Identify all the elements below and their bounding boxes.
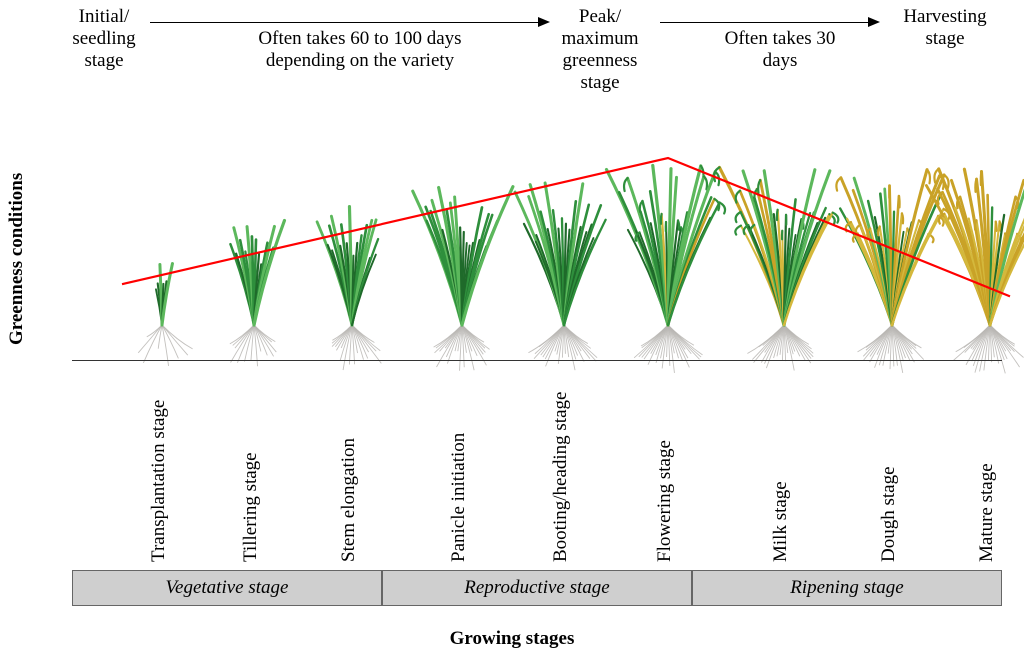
plant-baseline bbox=[72, 360, 1002, 361]
timeline-arrow-1-head bbox=[538, 17, 550, 27]
label-harvest-stage: Harvestingstage bbox=[895, 6, 995, 50]
y-axis-label: Greenness conditions bbox=[6, 173, 28, 345]
timeline-arrow-2-head bbox=[868, 17, 880, 27]
label-duration-1: Often takes 60 to 100 daysdepending on t… bbox=[238, 28, 482, 72]
figure-canvas: Greenness conditions Initial/seedlingsta… bbox=[0, 0, 1024, 664]
x-axis-label: Growing stages bbox=[0, 628, 1024, 650]
sub-stage-label: Flowering stage bbox=[654, 440, 676, 562]
label-peak-stage: Peak/maximumgreennessstage bbox=[555, 6, 646, 93]
phase-bar: Vegetative stage Reproductive stage Ripe… bbox=[72, 570, 1002, 606]
sub-stage-label: Stem elongation bbox=[338, 438, 360, 562]
sub-stage-label: Booting/heading stage bbox=[550, 392, 572, 562]
plant-row bbox=[72, 155, 1002, 350]
sub-stage-label: Tillering stage bbox=[240, 452, 262, 562]
plants-illustration bbox=[72, 130, 1002, 375]
label-initial-stage: Initial/seedlingstage bbox=[63, 6, 145, 72]
timeline-arrow-1 bbox=[150, 22, 538, 23]
label-duration-2: Often takes 30days bbox=[712, 28, 848, 72]
sub-stage-label: Mature stage bbox=[976, 463, 998, 562]
phase-vegetative: Vegetative stage bbox=[72, 570, 382, 606]
sub-stage-labels: Transplantation stage Tillering stage Stem… bbox=[72, 372, 1002, 562]
phase-reproductive: Reproductive stage bbox=[382, 570, 692, 606]
sub-stage-label: Panicle initiation bbox=[448, 433, 470, 562]
sub-stage-label: Transplantation stage bbox=[148, 400, 170, 562]
sub-stage-label: Dough stage bbox=[878, 466, 900, 562]
timeline-arrow-2 bbox=[660, 22, 868, 23]
sub-stage-label: Milk stage bbox=[770, 481, 792, 562]
phase-ripening: Ripening stage bbox=[692, 570, 1002, 606]
